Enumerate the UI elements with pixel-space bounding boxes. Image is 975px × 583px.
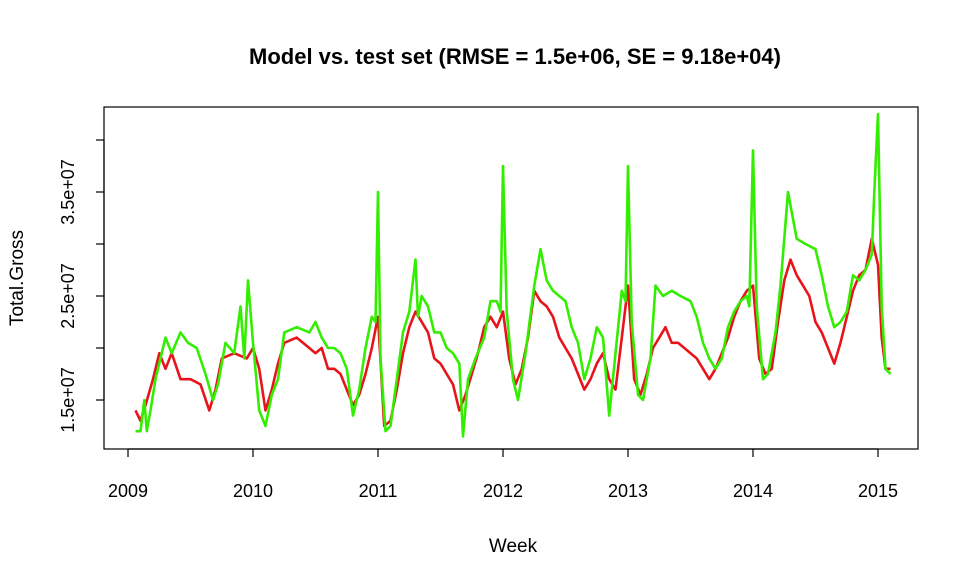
series-layer — [134, 112, 892, 438]
x-tick-label: 2012 — [483, 481, 523, 501]
x-tick-label: 2010 — [233, 481, 273, 501]
chart-title: Model vs. test set (RMSE = 1.5e+06, SE =… — [249, 44, 781, 69]
x-tick-label: 2014 — [733, 481, 773, 501]
y-tick-label: 2.5e+07 — [58, 263, 78, 329]
y-tick-label: 3.5e+07 — [58, 159, 78, 225]
series-line-2 — [135, 112, 892, 438]
y-tick-label: 1.5e+07 — [58, 367, 78, 433]
y-axis: 1.5e+07 2.5e+07 3.5e+07 — [58, 139, 105, 433]
x-tick-label: 2011 — [359, 481, 398, 501]
x-axis: 2009 2010 2011 2012 2013 2014 2015 — [108, 448, 898, 501]
x-axis-label: Week — [489, 536, 538, 557]
x-tick-label: 2013 — [608, 481, 648, 501]
x-tick-label: 2015 — [858, 481, 898, 501]
x-tick-label: 2009 — [108, 481, 148, 501]
y-axis-label: Total.Gross — [7, 230, 28, 326]
